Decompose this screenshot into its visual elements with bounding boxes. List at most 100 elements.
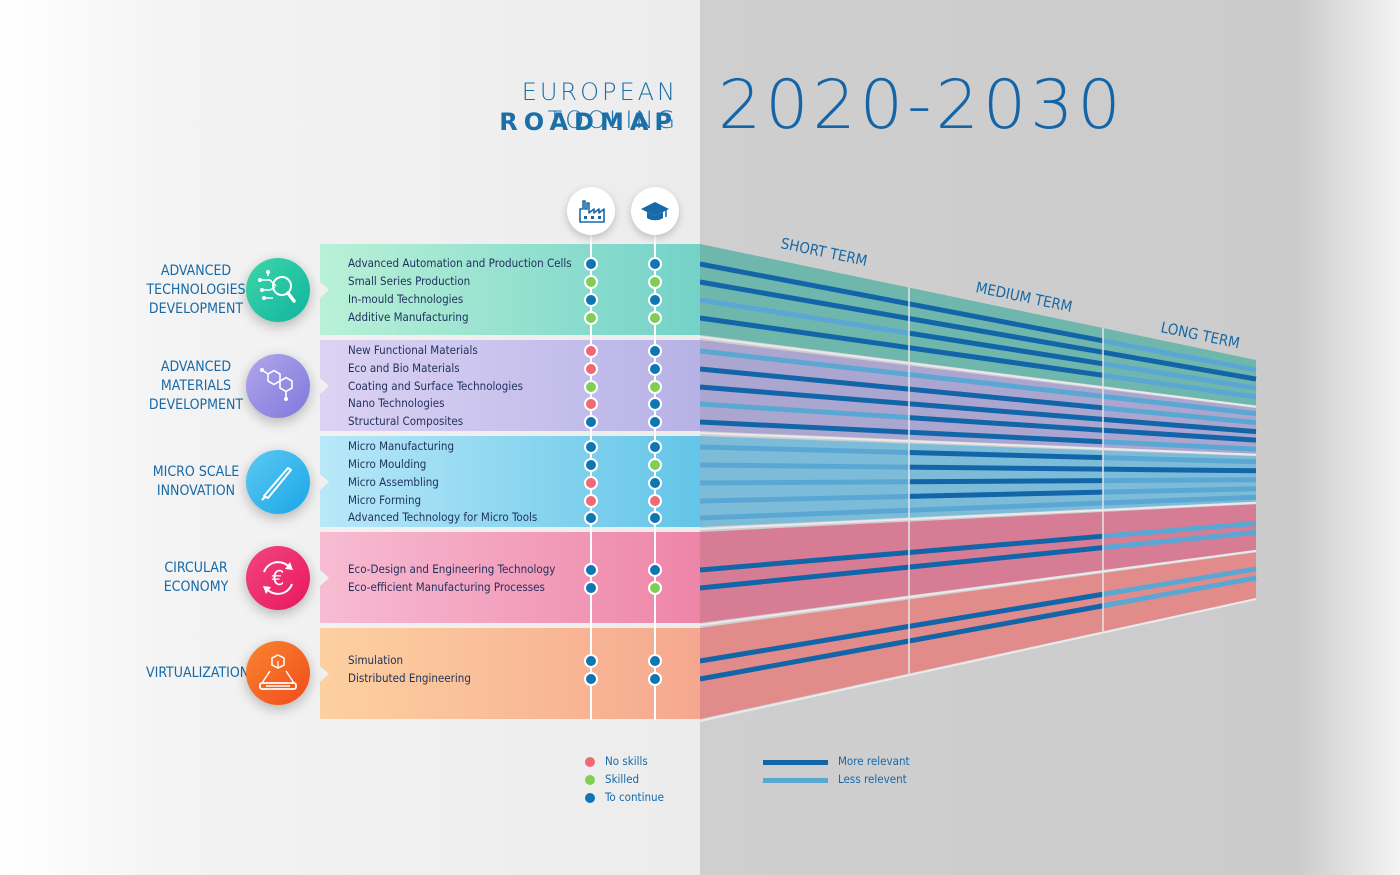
relevance-segment [699, 297, 910, 336]
industry-skill-dot [584, 476, 598, 490]
category-label: MICRO SCALE INNOVATION [152, 464, 240, 499]
education-skill-dot [648, 672, 662, 686]
category-label: VIRTUALIZATION [146, 664, 250, 681]
education-skill-dot [648, 344, 662, 358]
relevance-segment [1102, 439, 1257, 452]
relevance-segment [1102, 361, 1257, 391]
title-line2: ROADMAP [499, 108, 678, 136]
education-skill-dot [648, 397, 662, 411]
title-line1: EUROPEAN TOOLING [521, 78, 678, 134]
legend-dot [585, 757, 595, 767]
band-notch [320, 281, 329, 298]
category-band [320, 244, 700, 335]
roadmap-item: Micro Assembling [348, 475, 439, 489]
industry-skill-dot [584, 397, 598, 411]
legend-dot [585, 775, 595, 785]
industry-skill-dot [584, 293, 598, 307]
relevance-segment [1102, 372, 1257, 400]
roadmap-item: Eco-Design and Engineering Technology [348, 562, 556, 576]
industry-skill-dot [584, 458, 598, 472]
relevance-segment [908, 330, 1104, 367]
roadmap-item: Distributed Engineering [348, 671, 471, 685]
relevance-segment [699, 348, 910, 378]
education-skill-dot [648, 458, 662, 472]
relevance-segment [699, 444, 910, 456]
relevance-segment [1102, 486, 1257, 495]
roadmap-item: New Functional Materials [348, 343, 478, 357]
relevance-segment [699, 564, 910, 591]
category-band [320, 340, 700, 431]
relevance-segment [699, 315, 910, 351]
relevance-segment [908, 415, 1104, 433]
relevance-segment [1102, 466, 1257, 474]
category-label: CIRCULAR ECONOMY [163, 560, 229, 595]
roadmap-item: Nano Technologies [348, 396, 445, 410]
relevance-segment [1102, 405, 1257, 426]
industry-skill-dot [584, 654, 598, 668]
relevance-segment [699, 401, 910, 421]
relevance-segment [1102, 349, 1257, 382]
education-skill-dot [648, 311, 662, 325]
relevance-segment [908, 401, 1104, 422]
education-skill-dot [648, 476, 662, 490]
legend-dot [585, 793, 595, 803]
education-skill-dot [648, 563, 662, 577]
education-skill-dot [648, 494, 662, 508]
band-separator [699, 598, 1257, 722]
category-band [320, 628, 700, 719]
band-notch [320, 377, 329, 394]
roadmap-item: Micro Forming [348, 493, 422, 507]
industry-skill-dot [584, 362, 598, 376]
relevance-segment [908, 450, 1104, 461]
education-skill-dot [648, 257, 662, 271]
relevance-segment [699, 366, 910, 392]
industry-skill-dot [584, 511, 598, 525]
industry-skill-dot [584, 672, 598, 686]
molecule-icon [246, 354, 310, 418]
roadmap-item: Structural Composites [348, 414, 464, 428]
category-label: ADVANCED TECHNOLOGIES DEVELOPMENT [146, 262, 246, 317]
legend-label: Skilled [605, 772, 640, 786]
svg-text:€: € [272, 566, 285, 590]
industry-skill-dot [584, 415, 598, 429]
roadmap-item: Advanced Automation and Production Cells [348, 256, 572, 270]
category-band [320, 532, 700, 623]
category-label: ADVANCED MATERIALS DEVELOPMENT [148, 358, 244, 413]
relevance-segment [1102, 393, 1257, 417]
industry-icon [567, 187, 615, 235]
band-notch [320, 473, 329, 490]
roadmap-item: Eco-efficient Manufacturing Processes [348, 580, 545, 594]
legend-bar [763, 778, 828, 783]
band-notch [320, 569, 329, 586]
roadmap-item: Micro Manufacturing [348, 439, 455, 453]
education-skill-dot [648, 511, 662, 525]
hologram-cube-icon [246, 641, 310, 705]
relevance-segment [699, 479, 910, 486]
relevance-segment [1102, 566, 1257, 597]
relevance-segment [908, 591, 1104, 629]
roadmap-item: Simulation [348, 653, 404, 667]
industry-skill-dot [584, 311, 598, 325]
legend-label: To continue [605, 790, 664, 804]
relevance-segment [908, 489, 1104, 499]
relevance-segment [1102, 338, 1257, 373]
relevance-segment [1102, 427, 1257, 443]
band-separator [699, 501, 1257, 530]
relevance-segment [908, 345, 1104, 378]
relevance-segment [699, 261, 910, 307]
band-separator [699, 432, 1257, 456]
relevance-segment [1102, 529, 1257, 551]
relevance-segment [908, 386, 1104, 411]
roadmap-item: Coating and Surface Technologies [348, 379, 523, 393]
education-skill-dot [648, 380, 662, 394]
band-separator [699, 549, 1257, 626]
education-icon [631, 187, 679, 235]
legend-bar-label: More relevant [838, 754, 910, 768]
relevance-segment [699, 419, 910, 435]
industry-skill-dot [584, 344, 598, 358]
relevance-segment [908, 545, 1104, 570]
relevance-segment [908, 301, 1104, 344]
relevance-segment [699, 279, 910, 321]
relevance-segment [1102, 416, 1257, 435]
education-skill-dot [648, 415, 662, 429]
